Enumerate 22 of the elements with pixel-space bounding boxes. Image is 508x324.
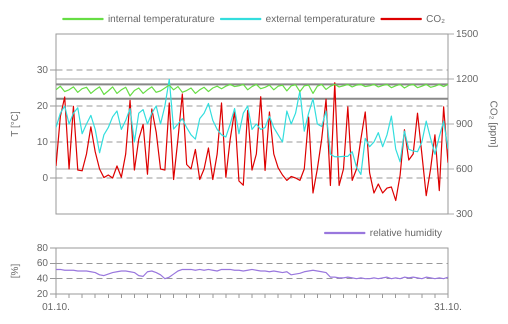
y-tick-label: 20 xyxy=(36,100,48,112)
y2-tick-label: 900 xyxy=(456,118,474,130)
y2-tick-label: 1500 xyxy=(456,28,479,40)
y-axis-title: [%] xyxy=(10,264,21,278)
y2-tick-label: 600 xyxy=(456,164,474,175)
y-tick-label: 80 xyxy=(36,242,48,254)
y-tick-label: 10 xyxy=(36,136,48,148)
y2-axis-title: CO₂ [ppm] xyxy=(487,100,498,148)
y2-tick-label: 300 xyxy=(456,208,474,220)
legend-label: relative humidity xyxy=(370,228,442,239)
y-tick-label: 60 xyxy=(36,258,48,270)
legend-label: external temperaturature xyxy=(266,14,376,25)
x-tick-label: 31.10. xyxy=(434,302,462,313)
legend-label: CO₂ xyxy=(426,14,446,25)
y-tick-label: 20 xyxy=(36,288,48,300)
x-tick-label: 01.10. xyxy=(42,302,70,313)
legend-label: internal temperaturature xyxy=(108,14,216,25)
y-tick-label: 40 xyxy=(36,273,48,284)
y2-tick-label: 1200 xyxy=(456,74,479,85)
y-tick-label: 0 xyxy=(42,172,48,184)
y-axis-title: T [°C] xyxy=(10,111,21,137)
y-tick-label: 30 xyxy=(36,64,48,76)
